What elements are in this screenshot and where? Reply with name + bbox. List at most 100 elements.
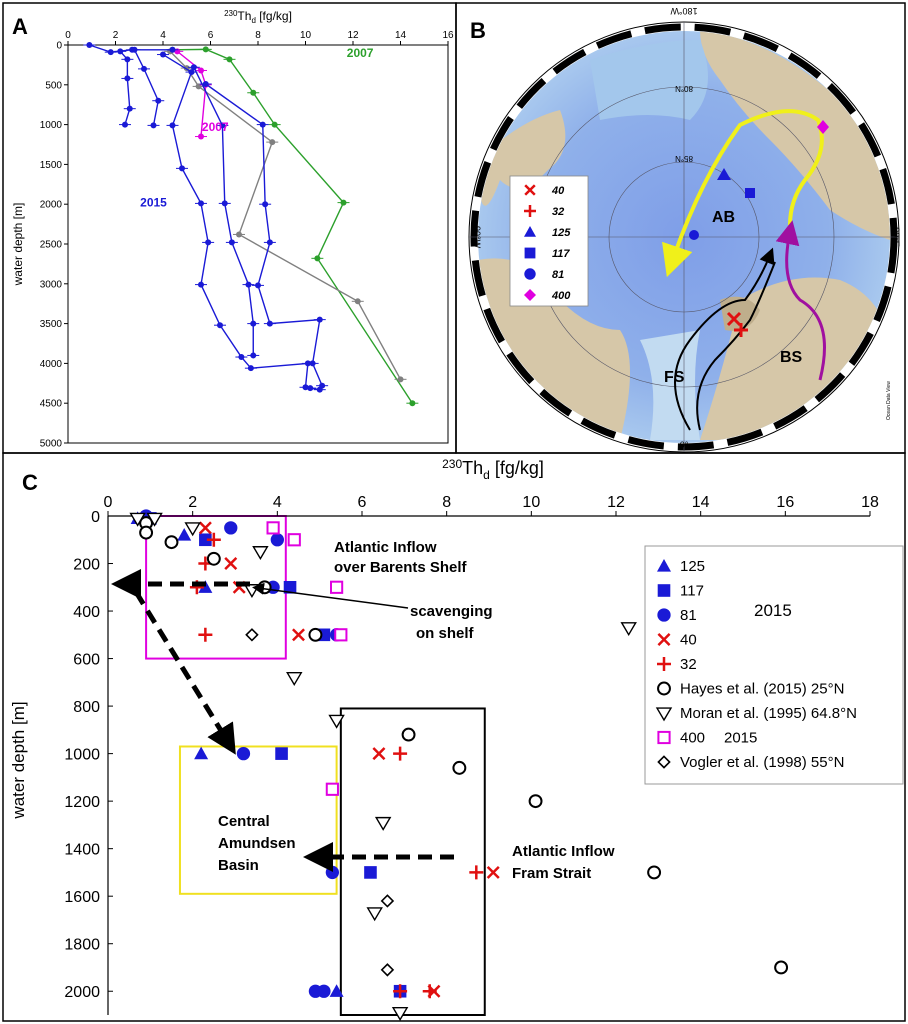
data-point (334, 628, 348, 642)
map-station-125 (717, 168, 731, 180)
legend-label: 117 (680, 583, 704, 600)
legend-marker (524, 268, 536, 280)
x-tick-label: 2 (113, 30, 119, 41)
y-tick-label: 0 (56, 41, 62, 52)
data-point (169, 46, 176, 53)
x-tick-label: 0 (104, 494, 113, 511)
data-point (316, 386, 323, 393)
series-annotation: 2015 (140, 196, 167, 210)
map-station-400 (817, 120, 829, 134)
panel-a-plot-area (67, 44, 449, 444)
data-point (329, 984, 344, 997)
data-point (250, 320, 257, 327)
data-point (325, 865, 340, 880)
legend-label: 117 (552, 248, 570, 260)
legend-label: 400 (551, 290, 571, 302)
scavenging-arrow (252, 582, 409, 609)
map-station-32 (734, 323, 748, 337)
x-tick-label: 6 (358, 494, 367, 511)
y-tick-label: 1500 (40, 160, 63, 171)
data-point (184, 522, 201, 537)
panel-c-x-axis-label: 230Thd [fg/kg] (442, 457, 544, 482)
y-tick-label: 2500 (40, 240, 63, 251)
x-tick-label: 14 (692, 494, 710, 511)
data-point (160, 51, 166, 58)
data-point (259, 121, 266, 128)
map-lat-label-85n: 85°N (675, 154, 693, 163)
data-point (317, 984, 331, 998)
legend-marker (655, 707, 673, 722)
data-point (354, 298, 361, 305)
data-point (486, 865, 500, 879)
data-point (107, 49, 114, 56)
x-tick-label: 16 (776, 494, 794, 511)
data-point (308, 627, 323, 642)
data-point (528, 794, 543, 809)
data-point (155, 97, 162, 104)
data-point (270, 533, 284, 547)
y-tick-label: 2000 (40, 200, 63, 211)
data-point (117, 48, 124, 55)
data-point (206, 532, 221, 547)
data-point (217, 322, 223, 329)
data-point (316, 316, 323, 323)
data-point (219, 122, 226, 129)
fram-strait-group-box (339, 707, 486, 1016)
map-credit: Ocean Data View (886, 381, 892, 420)
panel-c-frame (2, 452, 906, 1022)
data-point (397, 376, 404, 383)
data-point (286, 671, 303, 686)
data-point (198, 133, 204, 140)
y-tick-label: 4500 (40, 399, 63, 410)
data-point (228, 239, 235, 246)
legend-label: Vogler et al. (1998) 55°N (680, 754, 844, 771)
legend-marker (524, 184, 536, 196)
data-point (164, 535, 179, 550)
map-rim-label-180w: 180°W (670, 6, 698, 16)
data-point (380, 894, 395, 908)
annotation-fram-strait: Atlantic Inflow Fram Strait (512, 843, 615, 882)
y-tick-label: 1000 (40, 120, 63, 131)
map-label-fs: FS (664, 369, 685, 386)
basin-dashed-arrow (133, 590, 236, 755)
data-point (266, 239, 273, 246)
data-point (202, 46, 209, 53)
data-point (199, 533, 212, 547)
data-point (380, 963, 395, 977)
map-legend-box (509, 175, 589, 307)
data-point (252, 546, 269, 561)
map-flow-purple (775, 220, 826, 381)
series-line (133, 49, 159, 126)
x-tick-label: 18 (861, 494, 879, 511)
data-point (245, 628, 259, 642)
data-point (314, 255, 321, 262)
data-point (364, 866, 377, 879)
panel-c-y-axis-label: water depth [m] (9, 701, 28, 819)
panel-a-label: A (12, 14, 28, 39)
data-point (86, 42, 93, 48)
data-point (292, 628, 305, 642)
data-point (393, 984, 408, 999)
data-point (247, 365, 254, 372)
y-tick-label: 2000 (64, 984, 100, 1001)
data-point (266, 521, 280, 535)
data-point (401, 727, 416, 742)
panel-c-label: C (22, 470, 38, 495)
x-tick-label: 16 (442, 30, 454, 41)
x-tick-label: 12 (607, 494, 625, 511)
data-point (391, 1007, 409, 1022)
data-point (141, 65, 147, 72)
map-frame-strait (640, 330, 700, 440)
data-point (124, 56, 131, 63)
x-tick-label: 4 (273, 494, 282, 511)
data-point (366, 907, 383, 922)
y-tick-label: 200 (73, 557, 100, 574)
y-tick-label: 0 (91, 509, 100, 526)
y-tick-label: 5000 (40, 439, 63, 450)
data-point (236, 746, 251, 761)
y-tick-label: 400 (73, 604, 100, 621)
data-point (302, 384, 309, 391)
data-point (266, 320, 273, 327)
legend-box (644, 545, 904, 785)
legend-marker (657, 657, 671, 671)
